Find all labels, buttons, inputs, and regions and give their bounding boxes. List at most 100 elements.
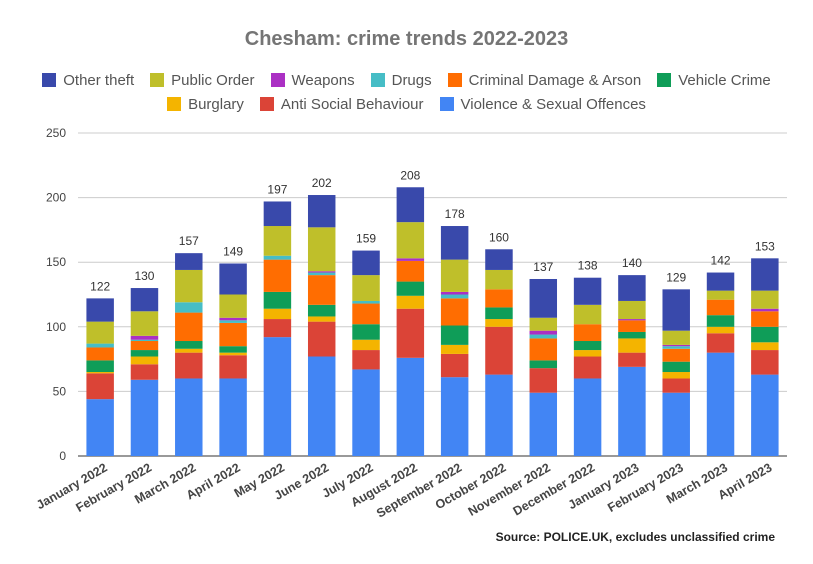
bar-segment (706, 315, 735, 327)
bar-segment (662, 330, 690, 345)
legend-swatch (270, 73, 285, 87)
legend-item: Burglary (167, 96, 244, 113)
y-tick-label: 250 (46, 126, 66, 140)
bar-segment (352, 369, 380, 456)
chart-legend: Other theft Public Order Weapons Drugs Crimi… (20, 68, 793, 116)
bar-segment (263, 226, 292, 256)
bar-segment (219, 352, 247, 356)
bar-segment (130, 335, 159, 340)
bar-segment (219, 317, 247, 321)
legend-item: Violence & Sexual Offences (439, 95, 646, 113)
y-tick-label: 0 (59, 449, 66, 463)
bar-segment (352, 350, 380, 370)
bar-segment (86, 343, 114, 348)
bar-total-label: 142 (711, 254, 731, 268)
x-tick-label: February 2022 (74, 460, 154, 515)
legend-label: Weapons (291, 71, 355, 89)
bar-segment (440, 259, 469, 292)
legend-row: Burglary Anti Social Behaviour Violence & … (20, 92, 793, 116)
bar-segment (440, 344, 469, 354)
bar-segment (440, 353, 469, 378)
bar-segment (485, 374, 513, 456)
bar-segment (751, 311, 779, 327)
bar-segment (130, 379, 159, 456)
bar-segment (751, 342, 779, 351)
legend-label: Public Order (171, 71, 255, 89)
bar-segment (130, 339, 159, 342)
bar-total-label: 153 (755, 239, 775, 253)
bar-total-label: 197 (267, 182, 287, 196)
bar-segment (529, 334, 558, 339)
bar-segment (662, 372, 690, 379)
bar-segment (175, 302, 203, 313)
legend-label: Burglary (188, 95, 244, 113)
bar-segment (529, 368, 558, 393)
bar-segment (352, 250, 380, 276)
bar-segment (175, 341, 203, 349)
bar-segment (440, 377, 469, 456)
bar-segment (307, 272, 336, 276)
legend-swatch (150, 73, 165, 87)
bar-segment (529, 338, 558, 361)
bar-total-label: 178 (445, 207, 465, 221)
bar-segment (263, 201, 292, 227)
bar-segment (751, 290, 779, 309)
bar-segment (86, 360, 114, 373)
bar-segment (662, 289, 690, 331)
legend-label: Drugs (391, 71, 432, 89)
bar-segment (706, 299, 735, 316)
bar-segment (618, 319, 646, 321)
bar-segment (175, 312, 203, 342)
bar-segment (706, 333, 735, 353)
bar-segment (396, 308, 425, 358)
bar-segment (263, 255, 292, 260)
bar-segment (175, 352, 203, 379)
legend-item: Public Order (150, 71, 255, 89)
bar-segment (573, 378, 602, 456)
bar-segment (573, 356, 602, 379)
bar-segment (618, 320, 646, 332)
bar-total-label: 157 (179, 234, 199, 248)
bar-segment (485, 289, 513, 308)
legend-item: Weapons (270, 71, 355, 89)
bar-segment (396, 357, 425, 456)
bar-segment (573, 350, 602, 357)
legend-label: Anti Social Behaviour (280, 95, 424, 113)
bar-segment (440, 291, 469, 295)
legend-label: Criminal Damage & Arson (468, 71, 642, 89)
bar-segment (618, 331, 646, 339)
bar-segment (751, 374, 779, 456)
bar-segment (263, 308, 292, 320)
bar-total-label: 149 (223, 244, 243, 258)
bar-segment (618, 338, 646, 353)
legend-item: Drugs (370, 71, 432, 89)
bar-total-label: 160 (489, 230, 509, 244)
legend-swatch (42, 73, 57, 87)
bar-segment (219, 322, 247, 347)
bar-segment (573, 304, 602, 325)
bar-segment (352, 339, 380, 351)
bar-segment (219, 320, 247, 323)
legend-label: Violence & Sexual Offences (460, 95, 646, 113)
bar-segment (396, 260, 425, 282)
bar-segment (86, 373, 114, 400)
bar-segment (307, 304, 336, 317)
bar-segment (440, 226, 469, 260)
bar-segment (751, 326, 779, 343)
bar-segment (662, 378, 690, 393)
bar-segment (662, 346, 690, 349)
legend-swatch (447, 73, 462, 87)
bar-segment (130, 350, 159, 357)
bar-segment (219, 378, 247, 456)
bar-segment (485, 307, 513, 320)
bar-segment (529, 392, 558, 456)
bar-segment (485, 326, 513, 375)
bar-segment (485, 319, 513, 327)
bar-segment (440, 298, 469, 326)
bar-segment (706, 290, 735, 300)
bar-segment (86, 399, 114, 456)
bar-segment (263, 319, 292, 338)
bar-segment (529, 317, 558, 331)
bar-segment (706, 272, 735, 291)
